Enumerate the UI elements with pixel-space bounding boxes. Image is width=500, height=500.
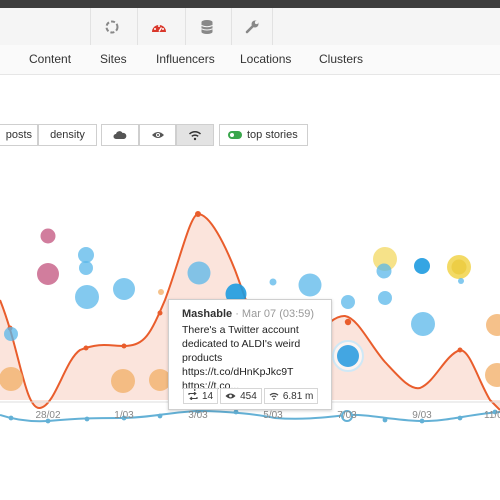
bubble xyxy=(337,345,359,367)
bubble xyxy=(373,247,397,271)
toolbar xyxy=(0,8,500,46)
bubble xyxy=(451,259,467,275)
series-line-point xyxy=(157,310,163,316)
refresh-icon xyxy=(105,20,118,33)
bubble xyxy=(187,261,211,285)
toggle-knob xyxy=(230,133,234,137)
density-label: density xyxy=(50,129,85,141)
bubble xyxy=(158,289,164,295)
bubble xyxy=(149,369,171,391)
baseline-point xyxy=(382,417,388,423)
bubble xyxy=(458,278,464,284)
top-strip xyxy=(0,0,500,8)
retweet-count: 14 xyxy=(202,390,214,402)
bubble xyxy=(113,278,135,300)
series-line-point xyxy=(83,345,89,351)
bubble xyxy=(37,263,59,285)
bubble xyxy=(111,369,135,393)
posts-label: posts xyxy=(5,129,32,141)
reach-stat: 6.81 m xyxy=(263,388,319,404)
bubble xyxy=(485,363,500,387)
wifi-view-button[interactable] xyxy=(176,124,214,146)
baseline-point xyxy=(84,416,90,422)
density-button[interactable]: density xyxy=(38,124,97,146)
bubble xyxy=(79,261,93,275)
bubble xyxy=(75,285,99,309)
eye-view-button[interactable] xyxy=(139,124,176,146)
x-tick-label: 11/0 xyxy=(484,410,500,421)
baseline-points xyxy=(8,408,498,424)
baseline-point xyxy=(457,415,463,421)
bubble xyxy=(414,258,430,274)
chart-controls: posts density top stories xyxy=(0,124,500,148)
baseline-point xyxy=(492,409,498,415)
database-icon xyxy=(200,19,213,34)
wrench-icon xyxy=(245,20,259,33)
nav-item-locations[interactable]: Locations xyxy=(240,52,292,66)
x-tick-label: 28/02 xyxy=(35,410,60,421)
bubbles xyxy=(0,228,500,393)
bubble xyxy=(378,291,392,305)
bubble xyxy=(298,273,322,297)
top-stories-label: top stories xyxy=(247,129,298,141)
bubble xyxy=(269,278,277,286)
baseline-point xyxy=(45,418,51,424)
wrench-tool-button[interactable] xyxy=(231,8,273,45)
reach-count: 6.81 m xyxy=(282,390,314,402)
bubble xyxy=(78,247,94,263)
wifi-icon xyxy=(188,131,202,141)
tooltip-text: There's a Twitter account dedicated to A… xyxy=(182,324,301,392)
bubble xyxy=(411,312,435,336)
retweet-icon xyxy=(188,392,198,400)
x-tick-label: 1/03 xyxy=(114,410,134,421)
baseline-point xyxy=(419,418,425,424)
nav-item-sites[interactable]: Sites xyxy=(100,52,127,66)
series-line-point xyxy=(344,318,352,326)
nav-item-content[interactable]: Content xyxy=(29,52,72,66)
baseline-point xyxy=(341,410,353,422)
posts-button[interactable]: posts xyxy=(0,124,38,146)
tooltip-meta: · Mar 07 (03:59) xyxy=(235,308,315,320)
views-count: 454 xyxy=(240,390,257,402)
baseline-point xyxy=(8,415,14,421)
nav-item-influencers[interactable]: Influencers xyxy=(156,52,215,66)
x-tick-label: 7/03 xyxy=(337,410,357,421)
database-tool-button[interactable] xyxy=(185,8,227,45)
story-tooltip[interactable]: Mashable · Mar 07 (03:59) There's a Twit… xyxy=(168,299,332,410)
retweet-stat: 14 xyxy=(183,388,219,404)
baseline-point xyxy=(121,415,127,421)
bubble xyxy=(486,314,500,336)
tooltip-stats: 14 454 6.81 m xyxy=(183,388,320,404)
series-line-points xyxy=(7,211,463,353)
x-tick-label: 9/03 xyxy=(412,410,432,421)
nav-bar: Content Sites Influencers Locations Clus… xyxy=(0,45,500,75)
eye-icon xyxy=(151,132,164,138)
bubble xyxy=(40,228,56,244)
views-stat: 454 xyxy=(220,388,262,404)
dashboard-tool-button[interactable] xyxy=(137,8,179,45)
bubble xyxy=(376,263,392,279)
baseline-point xyxy=(157,413,163,419)
wifi-icon xyxy=(269,392,279,400)
cloud-icon xyxy=(113,131,127,139)
series-line-point xyxy=(457,347,463,353)
series-line-point xyxy=(121,343,127,349)
top-stories-toggle[interactable] xyxy=(228,131,242,139)
top-stories-button[interactable]: top stories xyxy=(219,124,308,146)
tooltip-author[interactable]: Mashable xyxy=(182,308,233,320)
bubble xyxy=(0,367,23,391)
dashboard-icon xyxy=(151,24,166,32)
refresh-tool-button[interactable] xyxy=(90,8,132,45)
series-line-point xyxy=(195,211,201,217)
nav-item-clusters[interactable]: Clusters xyxy=(319,52,364,66)
x-tick-label: 3/03 xyxy=(188,410,208,421)
x-tick-label: 5/03 xyxy=(263,410,283,421)
cloud-view-button[interactable] xyxy=(101,124,139,146)
eye-icon xyxy=(225,393,236,399)
baseline-point xyxy=(233,409,239,415)
tooltip-header: Mashable · Mar 07 (03:59) xyxy=(182,308,319,320)
bubble xyxy=(4,327,18,341)
bubble xyxy=(341,295,355,309)
